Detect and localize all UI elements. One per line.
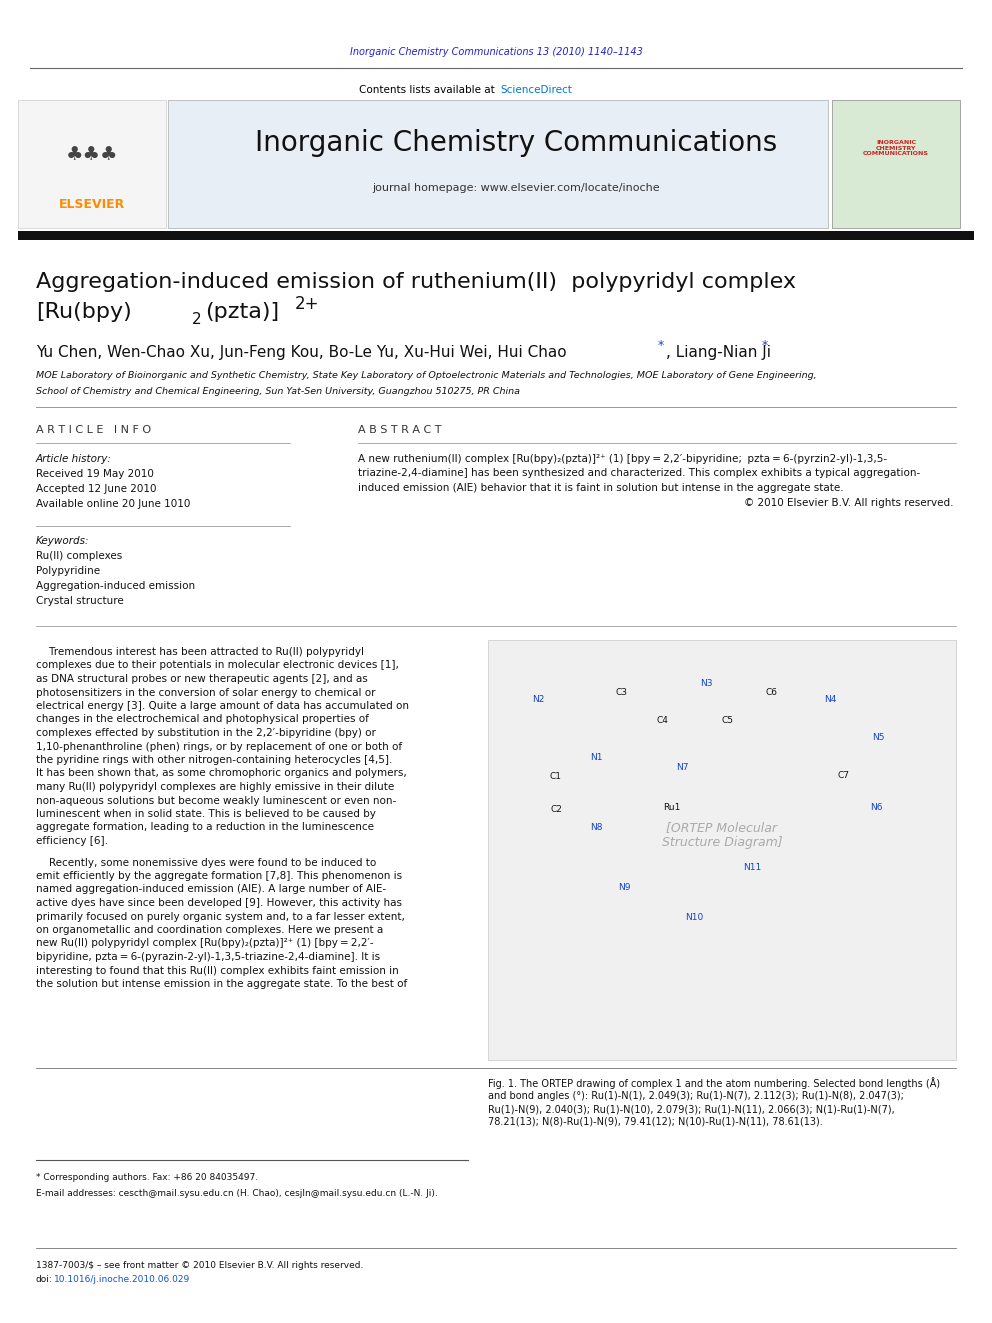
Text: induced emission (AIE) behavior that it is faint in solution but intense in the : induced emission (AIE) behavior that it … — [358, 483, 843, 493]
Text: electrical energy [3]. Quite a large amount of data has accumulated on: electrical energy [3]. Quite a large amo… — [36, 701, 409, 710]
Text: ELSEVIER: ELSEVIER — [59, 198, 125, 212]
Text: Ru(II) complexes: Ru(II) complexes — [36, 550, 122, 561]
Text: Article history:: Article history: — [36, 454, 112, 464]
Bar — [168, 101, 828, 228]
Text: 1387-7003/$ – see front matter © 2010 Elsevier B.V. All rights reserved.: 1387-7003/$ – see front matter © 2010 El… — [36, 1261, 363, 1270]
Text: N1: N1 — [590, 754, 602, 762]
Text: E-mail addresses: cescth@mail.sysu.edu.cn (H. Chao), cesjln@mail.sysu.edu.cn (L.: E-mail addresses: cescth@mail.sysu.edu.c… — [36, 1188, 437, 1197]
Text: 78.21(13); N(8)-Ru(1)-N(9), 79.41(12); N(10)-Ru(1)-N(11), 78.61(13).: 78.21(13); N(8)-Ru(1)-N(9), 79.41(12); N… — [488, 1117, 822, 1127]
Text: N5: N5 — [872, 733, 884, 742]
Text: C6: C6 — [766, 688, 778, 696]
Text: N3: N3 — [699, 680, 712, 688]
Text: complexes due to their potentials in molecular electronic devices [1],: complexes due to their potentials in mol… — [36, 660, 399, 671]
Text: 1,10-phenanthroline (phen) rings, or by replacement of one or both of: 1,10-phenanthroline (phen) rings, or by … — [36, 741, 402, 751]
Text: C1: C1 — [549, 771, 561, 781]
Text: Keywords:: Keywords: — [36, 536, 89, 546]
Text: and bond angles (°): Ru(1)-N(1), 2.049(3); Ru(1)-N(7), 2.112(3); Ru(1)-N(8), 2.0: and bond angles (°): Ru(1)-N(1), 2.049(3… — [488, 1091, 904, 1101]
Bar — [18, 101, 166, 228]
Text: changes in the electrochemical and photophysical properties of: changes in the electrochemical and photo… — [36, 714, 369, 725]
Text: N7: N7 — [676, 763, 688, 773]
Text: N8: N8 — [590, 823, 602, 832]
Text: luminescent when in solid state. This is believed to be caused by: luminescent when in solid state. This is… — [36, 808, 376, 819]
Bar — [832, 101, 960, 228]
Text: non-aqueous solutions but become weakly luminescent or even non-: non-aqueous solutions but become weakly … — [36, 795, 396, 806]
Text: * Corresponding authors. Fax: +86 20 84035497.: * Corresponding authors. Fax: +86 20 840… — [36, 1174, 258, 1183]
Text: Available online 20 June 1010: Available online 20 June 1010 — [36, 499, 190, 509]
Text: Ru1: Ru1 — [664, 803, 681, 812]
Text: Yu Chen, Wen-Chao Xu, Jun-Feng Kou, Bo-Le Yu, Xu-Hui Wei, Hui Chao: Yu Chen, Wen-Chao Xu, Jun-Feng Kou, Bo-L… — [36, 344, 566, 360]
Text: N9: N9 — [618, 884, 630, 893]
Text: the pyridine rings with other nitrogen-containing heterocycles [4,5].: the pyridine rings with other nitrogen-c… — [36, 755, 393, 765]
Text: Fig. 1. The ORTEP drawing of complex 1 and the atom numbering. Selected bond len: Fig. 1. The ORTEP drawing of complex 1 a… — [488, 1077, 940, 1089]
Text: 2: 2 — [192, 312, 201, 328]
Text: , Liang-Nian Ji: , Liang-Nian Ji — [666, 344, 771, 360]
Text: photosensitizers in the conversion of solar energy to chemical or: photosensitizers in the conversion of so… — [36, 688, 376, 697]
Text: 2+: 2+ — [295, 295, 319, 314]
Text: Ru(1)-N(9), 2.040(3); Ru(1)-N(10), 2.079(3); Ru(1)-N(11), 2.066(3); N(1)-Ru(1)-N: Ru(1)-N(9), 2.040(3); Ru(1)-N(10), 2.079… — [488, 1103, 895, 1114]
Text: N2: N2 — [532, 696, 545, 705]
Text: N11: N11 — [743, 864, 761, 872]
Text: journal homepage: www.elsevier.com/locate/inoche: journal homepage: www.elsevier.com/locat… — [372, 183, 660, 193]
Text: interesting to found that this Ru(II) complex exhibits faint emission in: interesting to found that this Ru(II) co… — [36, 966, 399, 975]
Text: many Ru(II) polypyridyl complexes are highly emissive in their dilute: many Ru(II) polypyridyl complexes are hi… — [36, 782, 394, 792]
Text: ScienceDirect: ScienceDirect — [500, 85, 571, 95]
Text: on organometallic and coordination complexes. Here we present a: on organometallic and coordination compl… — [36, 925, 383, 935]
Text: the solution but intense emission in the aggregate state. To the best of: the solution but intense emission in the… — [36, 979, 408, 990]
Text: Polypyridine: Polypyridine — [36, 566, 100, 576]
Text: Inorganic Chemistry Communications 13 (2010) 1140–1143: Inorganic Chemistry Communications 13 (2… — [349, 48, 643, 57]
Text: A new ruthenium(II) complex [Ru(bpy)₂(pzta)]²⁺ (1) [bpy = 2,2′-bipyridine;  pzta: A new ruthenium(II) complex [Ru(bpy)₂(pz… — [358, 454, 887, 464]
Text: complexes effected by substitution in the 2,2′-bipyridine (bpy) or: complexes effected by substitution in th… — [36, 728, 376, 738]
Text: primarily focused on purely organic system and, to a far lesser extent,: primarily focused on purely organic syst… — [36, 912, 405, 922]
Text: C4: C4 — [656, 716, 668, 725]
Text: Contents lists available at: Contents lists available at — [359, 85, 498, 95]
Bar — [18, 232, 974, 239]
Text: aggregate formation, leading to a reduction in the luminescence: aggregate formation, leading to a reduct… — [36, 823, 374, 832]
Text: 10.1016/j.inoche.2010.06.029: 10.1016/j.inoche.2010.06.029 — [54, 1275, 190, 1285]
Text: (pzta)]: (pzta)] — [205, 302, 279, 321]
Text: N6: N6 — [870, 803, 882, 812]
Text: triazine-2,4-diamine] has been synthesized and characterized. This complex exhib: triazine-2,4-diamine] has been synthesiz… — [358, 468, 921, 479]
Text: doi:: doi: — [36, 1275, 53, 1285]
Text: It has been shown that, as some chromophoric organics and polymers,: It has been shown that, as some chromoph… — [36, 769, 407, 778]
Text: emit efficiently by the aggregate formation [7,8]. This phenomenon is: emit efficiently by the aggregate format… — [36, 871, 402, 881]
Text: *: * — [658, 339, 665, 352]
Text: Tremendous interest has been attracted to Ru(II) polypyridyl: Tremendous interest has been attracted t… — [36, 647, 364, 658]
Text: [Ru(bpy): [Ru(bpy) — [36, 302, 132, 321]
Text: © 2010 Elsevier B.V. All rights reserved.: © 2010 Elsevier B.V. All rights reserved… — [745, 497, 954, 508]
Text: Inorganic Chemistry Communications: Inorganic Chemistry Communications — [255, 130, 777, 157]
Text: new Ru(II) polypyridyl complex [Ru(bpy)₂(pzta)]²⁺ (1) [bpy = 2,2′-: new Ru(II) polypyridyl complex [Ru(bpy)₂… — [36, 938, 374, 949]
Text: N10: N10 — [684, 913, 703, 922]
Bar — [488, 640, 956, 1060]
Text: N4: N4 — [823, 696, 836, 705]
Text: ♣♣♣: ♣♣♣ — [65, 146, 118, 164]
Text: A B S T R A C T: A B S T R A C T — [358, 425, 441, 435]
Text: [ORTEP Molecular
Structure Diagram]: [ORTEP Molecular Structure Diagram] — [662, 822, 783, 849]
Text: C5: C5 — [722, 716, 734, 725]
Text: bipyridine, pzta = 6-(pyrazin-2-yl)-1,3,5-triazine-2,4-diamine]. It is: bipyridine, pzta = 6-(pyrazin-2-yl)-1,3,… — [36, 953, 380, 962]
Text: Accepted 12 June 2010: Accepted 12 June 2010 — [36, 484, 157, 493]
Text: named aggregation-induced emission (AIE). A large number of AIE-: named aggregation-induced emission (AIE)… — [36, 885, 386, 894]
Text: Aggregation-induced emission: Aggregation-induced emission — [36, 581, 195, 591]
Text: *: * — [762, 339, 768, 352]
Text: School of Chemistry and Chemical Engineering, Sun Yat-Sen University, Guangzhou : School of Chemistry and Chemical Enginee… — [36, 386, 520, 396]
Text: INORGANIC
CHEMISTRY
COMMUNICATIONS: INORGANIC CHEMISTRY COMMUNICATIONS — [863, 140, 929, 156]
Text: Recently, some nonemissive dyes were found to be induced to: Recently, some nonemissive dyes were fou… — [36, 857, 376, 868]
Text: C2: C2 — [550, 806, 561, 815]
Text: Crystal structure: Crystal structure — [36, 595, 124, 606]
Text: as DNA structural probes or new therapeutic agents [2], and as: as DNA structural probes or new therapeu… — [36, 673, 368, 684]
Text: MOE Laboratory of Bioinorganic and Synthetic Chemistry, State Key Laboratory of : MOE Laboratory of Bioinorganic and Synth… — [36, 372, 816, 381]
Text: Aggregation-induced emission of ruthenium(II)  polypyridyl complex: Aggregation-induced emission of rutheniu… — [36, 273, 796, 292]
Text: A R T I C L E   I N F O: A R T I C L E I N F O — [36, 425, 151, 435]
Text: Received 19 May 2010: Received 19 May 2010 — [36, 468, 154, 479]
Text: C3: C3 — [616, 688, 628, 696]
Text: active dyes have since been developed [9]. However, this activity has: active dyes have since been developed [9… — [36, 898, 402, 908]
Text: efficiency [6].: efficiency [6]. — [36, 836, 108, 845]
Text: C7: C7 — [838, 770, 850, 779]
